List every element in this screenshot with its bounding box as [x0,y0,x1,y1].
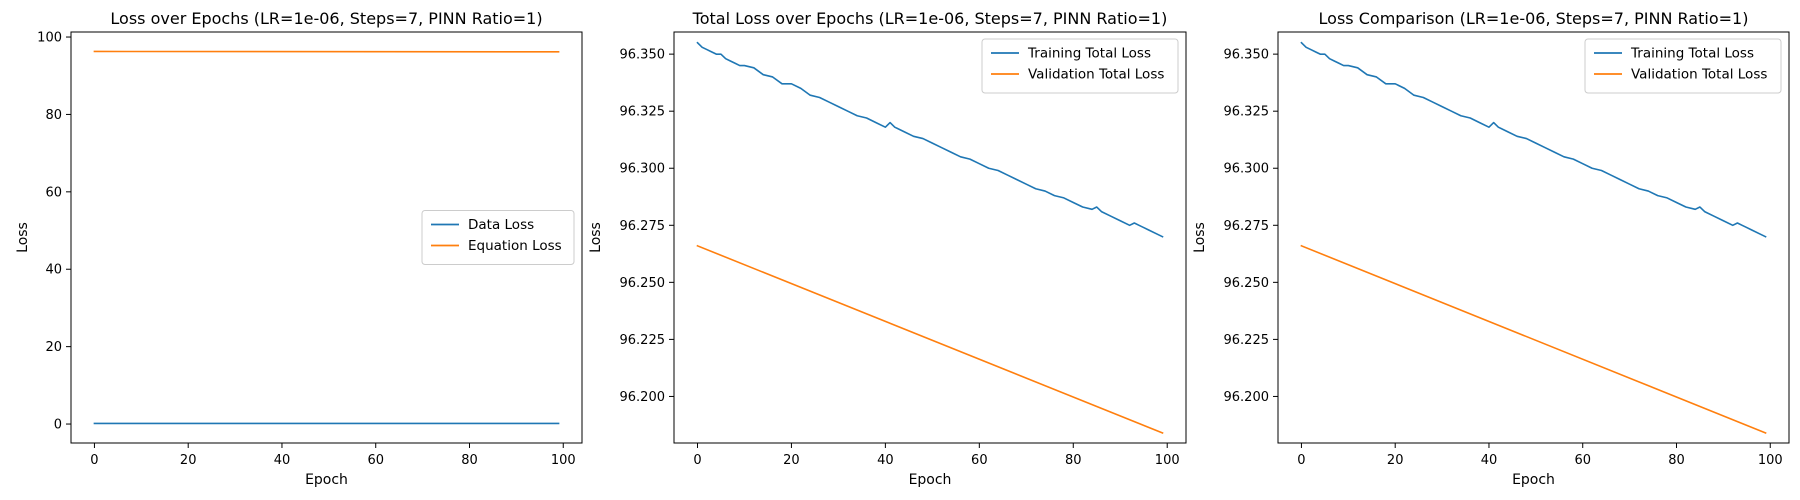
plot-frame [1277,31,1790,444]
series-line-training-total-loss [696,41,1164,238]
plot-frame [673,31,1187,444]
x-tick-label: 20 [180,453,197,468]
legend-box [1584,38,1782,94]
x-tick-label: 60 [367,453,384,468]
legend-box [421,210,575,265]
chart-panel-3: Loss Comparison (LR=1e-06, Steps=7, PINN… [1192,9,1790,488]
plot-frame [70,31,583,444]
chart-title: Loss over Epochs (LR=1e-06, Steps=7, PIN… [110,9,542,28]
y-tick-label: 40 [45,263,62,278]
series-line-training-total-loss [1300,41,1767,238]
legend: Training Total Loss Validation Total Loss [981,38,1179,94]
y-tick-label: 96.225 [620,333,666,348]
x-tick-label: 60 [971,453,988,468]
x-axis-label: Epoch [909,472,952,488]
y-axis-label: Loss [15,222,31,253]
x-tick-label: 20 [783,453,800,468]
x-tick-label: 40 [877,453,894,468]
y-tick-label: 96.300 [1224,162,1270,177]
y-tick-label: 96.350 [620,48,666,63]
chart-panel-1: Loss over Epochs (LR=1e-06, Steps=7, PIN… [15,9,583,488]
y-tick-label: 96.200 [620,390,666,405]
x-tick-label: 40 [1481,453,1498,468]
y-tick-label: 96.250 [1224,276,1270,291]
legend: Data Loss Equation Loss [421,210,575,265]
y-tick-label: 60 [45,185,62,200]
x-tick-label: 100 [1155,453,1180,468]
x-tick-label: 100 [1758,453,1783,468]
x-tick-label: 0 [693,453,701,468]
legend: Training Total Loss Validation Total Loss [1584,38,1782,94]
x-tick-label: 0 [90,453,98,468]
x-tick-label: 80 [1065,453,1082,468]
chart-title: Loss Comparison (LR=1e-06, Steps=7, PINN… [1319,9,1749,28]
x-tick-label: 20 [1387,453,1404,468]
x-tick-label: 0 [1297,453,1305,468]
y-axis-label: Loss [588,222,604,253]
x-axis-label: Epoch [1512,472,1555,488]
legend-label: Validation Total Loss [1631,67,1767,83]
x-tick-label: 80 [1668,453,1685,468]
y-tick-label: 96.325 [1224,105,1270,120]
legend-box [981,38,1179,94]
y-tick-label: 96.300 [620,162,666,177]
series-line-validation-total-loss [1300,244,1767,435]
chart-panel-2: Total Loss over Epochs (LR=1e-06, Steps=… [588,9,1187,488]
y-tick-label: 96.250 [620,276,666,291]
y-tick-label: 96.325 [620,105,666,120]
x-tick-label: 80 [461,453,478,468]
legend-label: Validation Total Loss [1028,67,1164,83]
y-tick-label: 96.275 [620,219,666,234]
y-tick-label: 96.225 [1224,333,1270,348]
y-tick-label: 0 [54,418,62,433]
legend-label: Training Total Loss [1027,46,1151,62]
chart-title: Total Loss over Epochs (LR=1e-06, Steps=… [692,9,1168,28]
legend-label: Equation Loss [468,238,562,254]
legend-label: Training Total Loss [1630,46,1754,62]
y-axis-label: Loss [1192,222,1208,253]
series-line-validation-total-loss [696,244,1164,435]
y-tick-label: 96.350 [1224,48,1270,63]
y-tick-label: 100 [37,31,62,46]
y-tick-label: 96.200 [1224,390,1270,405]
y-tick-label: 80 [45,108,62,123]
x-tick-label: 100 [551,453,576,468]
y-tick-label: 20 [45,340,62,355]
x-axis-label: Epoch [305,472,348,488]
x-tick-label: 60 [1574,453,1591,468]
y-tick-label: 96.275 [1224,219,1270,234]
x-tick-label: 40 [274,453,291,468]
legend-label: Data Loss [468,217,534,233]
